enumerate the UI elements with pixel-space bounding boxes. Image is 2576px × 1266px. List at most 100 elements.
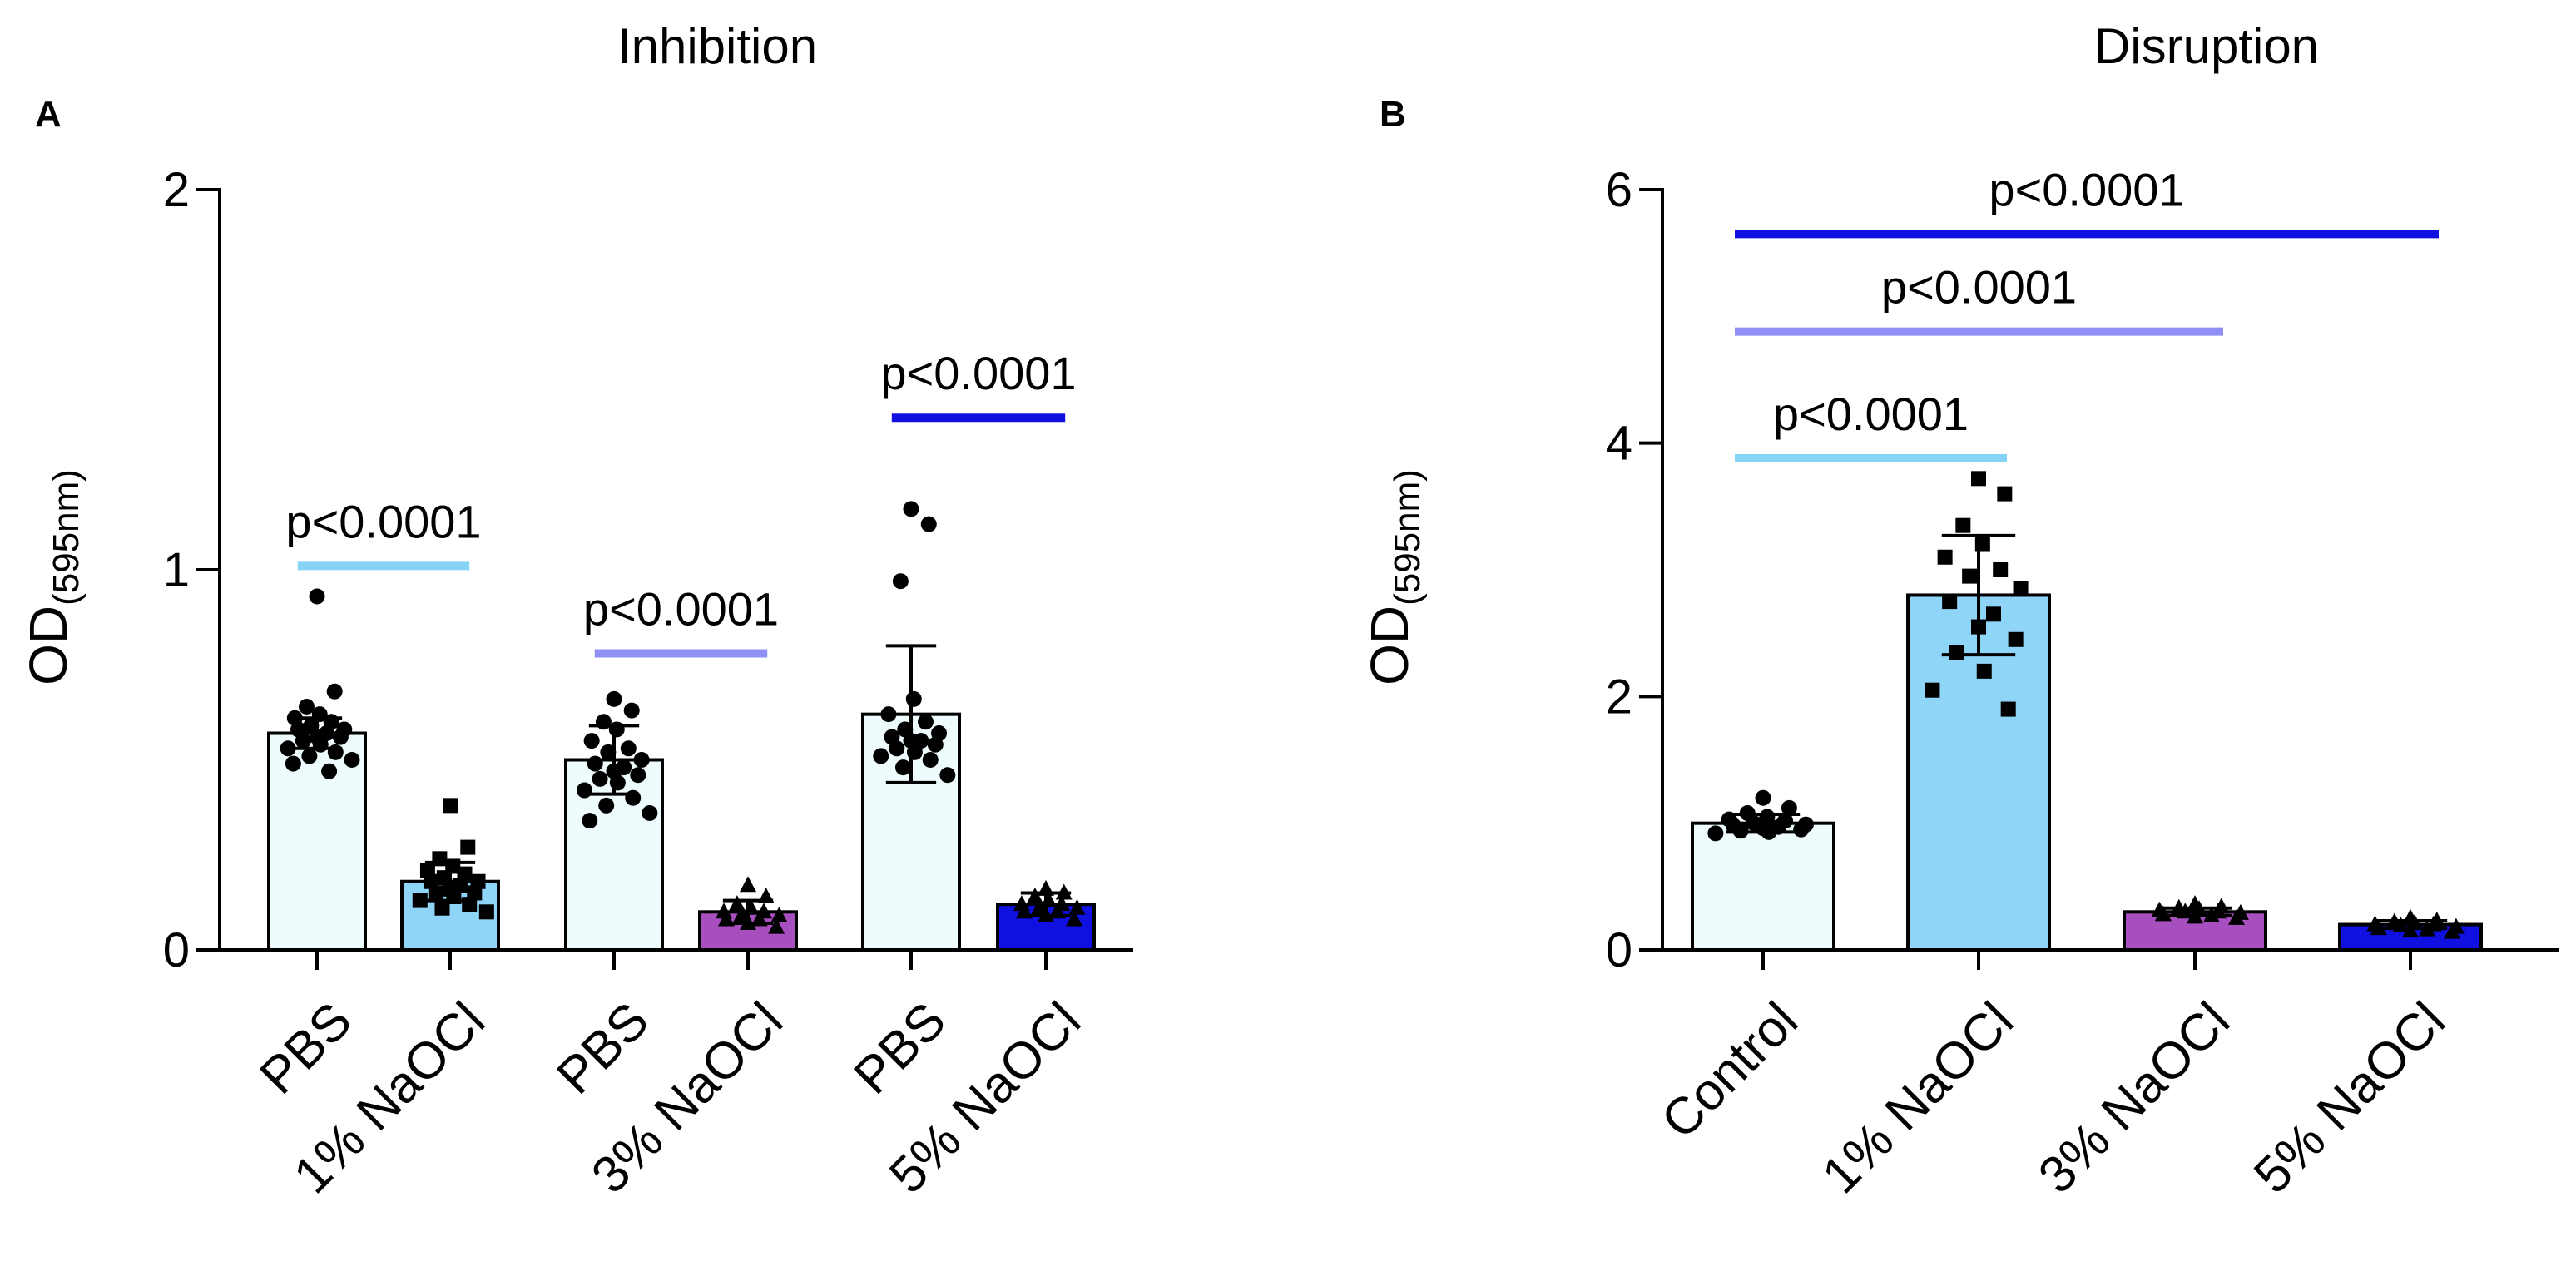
panel-a-category-label-3: PBS <box>546 992 660 1105</box>
panel-a-point-3-1 <box>606 690 622 707</box>
panel-a-title: Inhibition <box>617 18 817 74</box>
panel-a-category-label-1: PBS <box>249 992 363 1105</box>
panel-b-point-2-9 <box>1942 594 1958 610</box>
panel-a-error-bar-3 <box>588 724 640 796</box>
panel-a-point-2-9 <box>423 873 438 889</box>
panel-a-error-bar-6 <box>1020 891 1072 917</box>
panel-a-point-3-7 <box>600 744 617 760</box>
panel-b-y-tick-label-4: 6 <box>1606 163 1632 217</box>
panel-a-point-2-6 <box>457 866 473 882</box>
panel-a-point-2-15 <box>412 893 428 908</box>
panel-a-point-2-2 <box>460 839 476 855</box>
panel-b-y-axis-label-sub: (595nm) <box>1387 469 1428 606</box>
panel-b-y-tick-label-2: 2 <box>1606 670 1632 724</box>
panel-a-point-6-12 <box>1066 910 1083 927</box>
panel-a-point-5-18 <box>939 767 956 784</box>
panel-b-point-1-15 <box>1707 825 1724 842</box>
panel-a-point-6-7 <box>1031 898 1048 915</box>
panel-a-point-4-3 <box>728 895 746 912</box>
panel-a-point-1-13 <box>295 733 311 749</box>
panel-a-point-4-12 <box>768 917 785 934</box>
panel-a-point-1-15 <box>280 740 296 757</box>
panel-b-category-label-2: 1% NaOCl <box>1811 992 2024 1204</box>
panel-a-point-1-16 <box>327 744 344 760</box>
panel-b-y-tick-label-3: 4 <box>1606 417 1632 471</box>
panel-a-point-1-14 <box>312 736 329 753</box>
panel-b-point-2-7 <box>1962 568 1978 584</box>
panel-b-category-label-3: 3% NaOCl <box>2028 992 2241 1204</box>
panel-a-error-bar-4 <box>722 898 774 926</box>
panel-a-point-3-9 <box>587 755 603 772</box>
panel-a-point-5-15 <box>873 748 889 764</box>
panel-a-point-3-2 <box>623 702 640 719</box>
panel-a-point-2-17 <box>434 900 450 916</box>
panel-a-point-5-16 <box>922 752 939 768</box>
panel-b-point-2-16 <box>2000 701 2016 717</box>
panel-a-point-3-15 <box>576 782 592 799</box>
panel-b-error-bar-3 <box>2157 906 2232 917</box>
panel-a-y-tick-label-1: 0 <box>163 923 190 977</box>
panel-b-disruption-chart: B Disruption OD(595nm) 0 2 4 6 Control 1% NaO… <box>1360 18 2559 1204</box>
panel-a-point-1-3 <box>298 699 315 715</box>
panel-b-bar-1 <box>1691 821 1835 952</box>
panel-a-point-1-20 <box>321 763 338 779</box>
panel-a-point-5-4 <box>905 690 922 707</box>
panel-a-label: A <box>35 94 62 135</box>
panel-a-point-5-3 <box>892 573 909 590</box>
panel-a-point-3-19 <box>582 813 598 829</box>
panel-a-point-4-7 <box>733 906 751 922</box>
panel-b-point-1-1 <box>1755 789 1771 806</box>
panel-b-plot-area: 0 2 4 6 Control 1% NaOCl 3% NaOCl 5% NaOCl p<0.0… <box>1606 163 2559 1204</box>
panel-a-point-3-13 <box>592 770 608 787</box>
panel-a-point-2-8 <box>470 873 486 889</box>
panel-b-category-label-4: 5% NaOCl <box>2243 992 2456 1204</box>
panel-a-point-3-12 <box>630 767 646 784</box>
panel-b-error-bar-4 <box>2373 918 2448 931</box>
panel-b-point-2-15 <box>1925 682 1940 698</box>
panel-a-y-tick-label-3: 2 <box>163 163 190 217</box>
panel-a-point-3-4 <box>608 721 625 738</box>
panel-b-significance-label-3: p<0.0001 <box>1989 163 2184 215</box>
panel-a-point-3-5 <box>583 733 600 749</box>
panel-a-significance-label-2: p<0.0001 <box>583 583 779 635</box>
panel-b-y-tick-label-1: 0 <box>1606 923 1632 977</box>
panel-a-y-axis-label-main: OD <box>18 606 78 685</box>
panel-a-point-3-8 <box>633 752 650 768</box>
panel-b-significance-label-1: p<0.0001 <box>1773 388 1969 440</box>
panel-a-significance-label-1: p<0.0001 <box>285 495 481 547</box>
panel-a-point-2-7 <box>436 870 452 886</box>
panel-b-point-2-5 <box>1937 549 1953 565</box>
panel-b-category-label-1: Control <box>1651 992 1809 1150</box>
panel-a-y-tick-label-2: 1 <box>163 543 190 597</box>
panel-a-point-1-2 <box>326 683 343 700</box>
panel-a-error-bar-5 <box>885 644 937 784</box>
panel-a-point-2-18 <box>478 904 494 920</box>
panel-a-bar-1 <box>267 731 367 952</box>
panel-a-point-2-5 <box>419 863 435 878</box>
panel-a-point-5-17 <box>894 759 911 776</box>
panel-b-point-1-12 <box>1793 821 1810 838</box>
panel-b-point-2-12 <box>2008 631 2024 647</box>
panel-b-y-axis-label-main: OD <box>1360 606 1419 685</box>
panel-a-point-3-14 <box>609 774 626 791</box>
panel-b-point-2-10 <box>1985 606 2001 622</box>
panel-b-point-2-6 <box>1993 562 2009 577</box>
panel-b-point-2-13 <box>1949 645 1964 660</box>
panel-a-error-bar-2 <box>424 860 476 903</box>
panel-a-point-3-18 <box>642 804 658 821</box>
panel-a-point-2-13 <box>428 885 443 901</box>
panel-a-point-1-17 <box>301 748 318 764</box>
panel-a-point-5-13 <box>889 740 905 757</box>
panel-b-point-2-2 <box>1997 486 2013 502</box>
panel-b-point-2-1 <box>1971 471 1986 487</box>
panel-a-point-3-16 <box>625 789 642 806</box>
panel-a-point-5-2 <box>920 516 937 532</box>
panel-b-point-4-12 <box>2443 922 2460 939</box>
panel-b-point-2-3 <box>1955 517 1971 533</box>
panel-b-point-3-12 <box>2227 908 2245 925</box>
panel-a-point-4-1 <box>740 876 756 893</box>
panel-a-point-5-6 <box>917 714 934 730</box>
